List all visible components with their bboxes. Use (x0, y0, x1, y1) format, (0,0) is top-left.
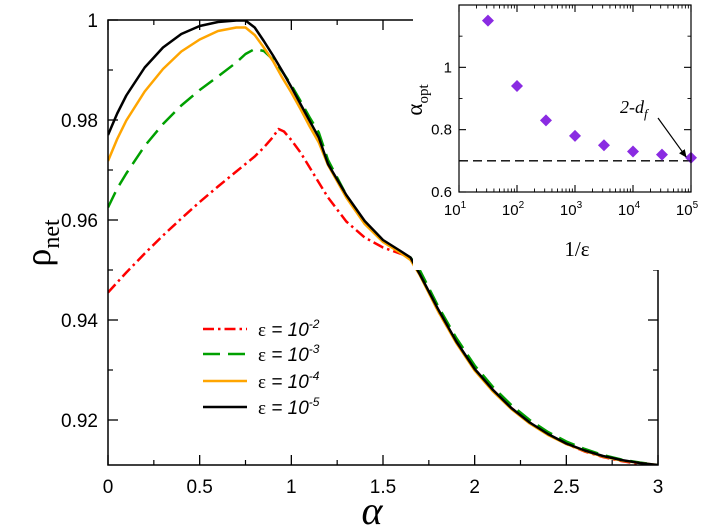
legend-label-eps-1e-4: ε = 10-4 (258, 369, 320, 393)
legend-label-eps-1e-5: ε = 10-5 (258, 395, 320, 419)
inset-ticks: 101 102 103 104 105 0.6 0.8 1 (431, 5, 699, 219)
inset-y-axis-label-base: α (402, 104, 427, 116)
main-y-tick-label: 1 (87, 11, 98, 32)
inset-data-point (655, 148, 668, 161)
legend-item-eps-1e-5: ε = 10-5 (203, 395, 320, 419)
inset-y-tick-label: 0.6 (431, 184, 452, 201)
inset-x-tick-label: 104 (618, 200, 641, 219)
main-y-tick-label: 0.92 (61, 411, 98, 432)
inset-x-axis-label: 1/ε (564, 237, 589, 261)
inset-data-point (481, 14, 494, 27)
main-y-axis-label-base: ρ (18, 249, 58, 267)
inset-x-tick-label: 101 (444, 200, 467, 219)
inset-y-axis-label: αopt (402, 84, 432, 116)
inset-data-point (539, 114, 552, 127)
main-y-axis-label-sub: net (39, 219, 65, 249)
main-y-tick-label: 0.96 (61, 211, 98, 232)
inset-y-tick-label: 0.8 (431, 122, 452, 139)
main-y-tick-label: 0.98 (61, 111, 98, 132)
inset-annotation: 2-df (620, 97, 650, 121)
legend-label-eps-1e-2: ε = 10-2 (258, 317, 320, 341)
inset-y-tick-label: 1 (444, 59, 452, 76)
main-chart: 0 0.5 1 1.5 2 2.5 3 0.92 0.94 0.96 0.98 1 α ρnet ε … (18, 11, 663, 527)
legend-item-eps-1e-4: ε = 10-4 (203, 369, 320, 393)
inset-data-point (569, 129, 581, 142)
main-x-tick-label: 1.5 (370, 477, 396, 498)
legend-item-eps-1e-2: ε = 10-2 (203, 317, 320, 341)
legend-label-eps-1e-3: ε = 10-3 (258, 342, 320, 366)
main-y-axis-label: ρnet (18, 219, 65, 267)
inset-data-point (511, 80, 523, 93)
inset-data-point (597, 139, 610, 152)
main-x-tick-label: 2.5 (553, 477, 579, 498)
inset-chart: 101 102 103 104 105 0.6 0.8 1 1/ε αopt 2-df (402, 0, 706, 270)
inset-x-tick-label: 103 (560, 200, 583, 219)
inset-y-axis-label-sub: opt (416, 84, 432, 104)
inset-annotation-arrow (657, 117, 687, 158)
series-line-eps-1e-5 (108, 20, 658, 465)
main-x-tick-label: 0 (103, 477, 114, 498)
main-x-tick-label: 2 (469, 477, 480, 498)
legend: ε = 10-2 ε = 10-3 ε = 10-4 ε = 10-5 (203, 317, 320, 419)
main-series-layer (108, 20, 658, 465)
main-y-tick-label: 0.94 (61, 311, 98, 332)
main-x-tick-label: 3 (653, 477, 664, 498)
main-x-tick-label: 0.5 (186, 477, 212, 498)
legend-item-eps-1e-3: ε = 10-3 (203, 342, 320, 366)
main-x-axis-label: α (362, 488, 384, 527)
inset-data-point (627, 145, 639, 158)
inset-x-tick-label: 105 (676, 200, 699, 219)
main-x-tick-label: 1 (286, 477, 297, 498)
inset-background (413, 0, 706, 270)
main-ticks: 0 0.5 1 1.5 2 2.5 3 0.92 0.94 0.96 0.98 1 (61, 11, 663, 498)
inset-x-tick-label: 102 (502, 200, 525, 219)
